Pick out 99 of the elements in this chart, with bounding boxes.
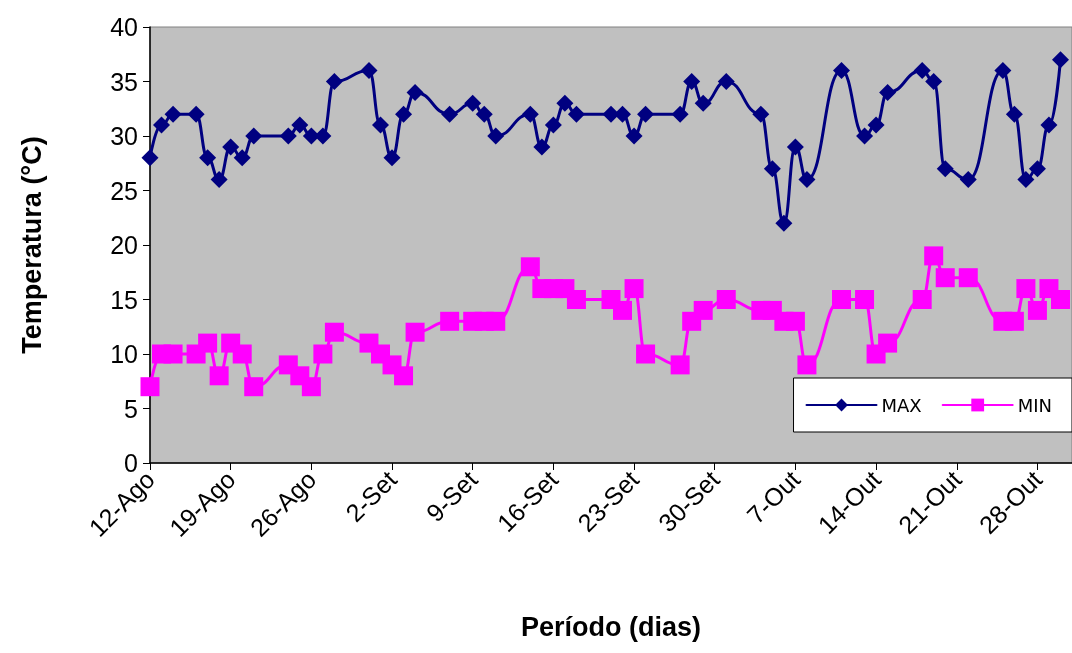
- point: [775, 214, 793, 232]
- point: [486, 311, 506, 331]
- point: [856, 127, 874, 145]
- point: [291, 116, 309, 134]
- point: [520, 257, 540, 277]
- point: [1027, 300, 1047, 320]
- point: [867, 116, 885, 134]
- point: [613, 300, 633, 320]
- point: [1016, 279, 1036, 299]
- point: [925, 73, 943, 90]
- point: [325, 73, 343, 90]
- point: [441, 105, 459, 123]
- point: [832, 290, 851, 309]
- point: [1028, 160, 1046, 178]
- point: [913, 62, 931, 80]
- point: [752, 105, 770, 123]
- point: [487, 127, 505, 145]
- y-tick-label: 0: [124, 449, 138, 477]
- y-tick-label: 20: [110, 231, 138, 259]
- point: [141, 149, 159, 167]
- point: [544, 116, 562, 134]
- point: [624, 279, 644, 299]
- point: [670, 355, 690, 375]
- point: [935, 268, 955, 288]
- point: [222, 138, 240, 156]
- point: [475, 105, 493, 123]
- x-axis-title: Período (dias): [520, 611, 702, 642]
- point: [210, 171, 228, 189]
- point: [245, 127, 263, 145]
- point: [140, 377, 160, 397]
- point: [405, 322, 425, 342]
- point: [244, 377, 264, 397]
- point: [797, 355, 817, 375]
- y-tick-label: 5: [124, 394, 138, 423]
- point: [785, 311, 805, 331]
- point: [372, 116, 389, 134]
- point: [637, 105, 655, 123]
- point: [625, 127, 643, 145]
- point: [694, 94, 712, 112]
- point: [958, 268, 978, 288]
- point: [717, 73, 735, 90]
- point: [1051, 51, 1069, 69]
- point: [395, 105, 413, 123]
- point: [959, 171, 977, 189]
- point: [301, 377, 321, 397]
- point: [153, 116, 171, 134]
- point: [163, 344, 183, 364]
- point: [521, 105, 539, 123]
- point: [636, 344, 656, 364]
- point: [383, 149, 401, 167]
- point: [440, 311, 460, 331]
- point: [879, 83, 897, 101]
- point: [833, 62, 850, 80]
- point: [994, 62, 1012, 80]
- point: [394, 366, 414, 386]
- y-tick-label: 15: [110, 285, 138, 314]
- point: [924, 246, 944, 266]
- point: [232, 344, 252, 364]
- y-tick-label: 40: [110, 13, 138, 41]
- y-axis-title: Temperatura (°C): [16, 136, 47, 354]
- point: [683, 73, 701, 90]
- y-tick-label: 10: [110, 340, 138, 368]
- point: [556, 94, 574, 112]
- point: [855, 290, 875, 309]
- point: [1017, 171, 1035, 189]
- point: [693, 300, 713, 320]
- point: [313, 344, 333, 364]
- point: [1004, 311, 1024, 331]
- point: [324, 322, 344, 342]
- point: [936, 160, 954, 178]
- point: [209, 366, 229, 386]
- point: [406, 83, 424, 101]
- point: [1050, 290, 1070, 309]
- point: [360, 62, 378, 80]
- point: [798, 171, 816, 189]
- point: [1005, 105, 1023, 123]
- y-tick-label: 25: [110, 176, 138, 205]
- point: [786, 138, 804, 156]
- point: [671, 105, 689, 123]
- point: [878, 333, 898, 353]
- y-tick-label: 35: [110, 67, 138, 96]
- point: [164, 105, 182, 123]
- point: [763, 160, 781, 178]
- point: [187, 105, 205, 123]
- point: [614, 105, 632, 123]
- point: [233, 149, 251, 167]
- legend-label: MAX: [881, 394, 922, 416]
- point: [533, 138, 551, 156]
- point: [464, 94, 482, 112]
- point: [1040, 116, 1058, 134]
- point: [567, 105, 585, 123]
- point: [716, 290, 736, 309]
- point: [279, 127, 297, 145]
- point: [912, 290, 932, 309]
- point: [198, 333, 218, 353]
- point: [566, 290, 586, 309]
- point: [199, 149, 217, 167]
- y-tick-label: 30: [110, 122, 138, 150]
- legend-label: MIN: [1017, 394, 1053, 416]
